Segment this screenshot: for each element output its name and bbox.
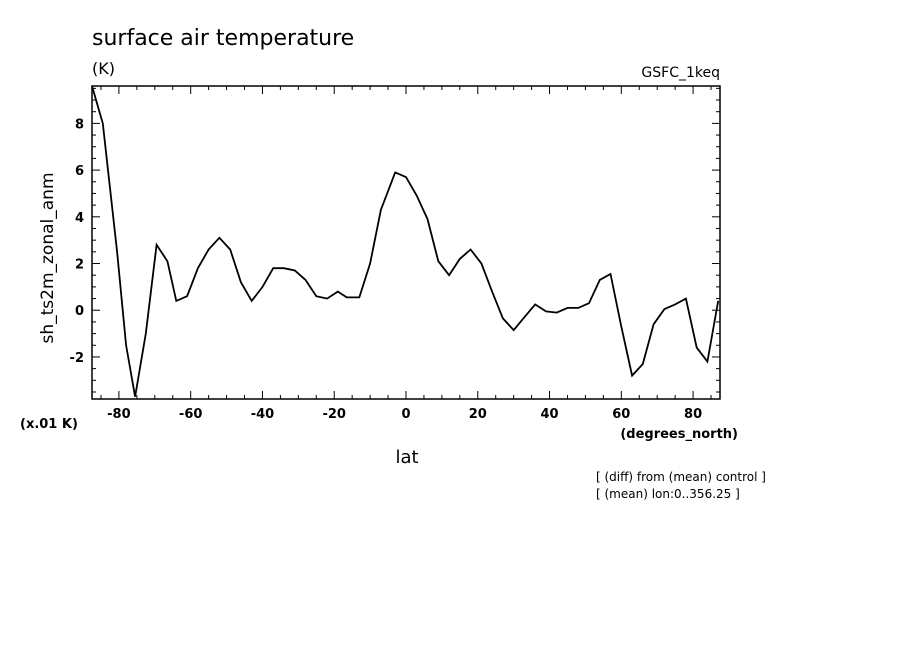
- x-tick-label: 0: [401, 407, 410, 422]
- x-units-label: (degrees_north): [620, 427, 738, 442]
- x-tick-label: -40: [251, 407, 275, 422]
- series-line: [91, 85, 720, 397]
- plot-frame: [91, 85, 721, 400]
- y-tick-label: 4: [75, 211, 84, 226]
- y-tick-label: 8: [75, 117, 84, 132]
- y-tick-label: 0: [75, 304, 84, 319]
- axis-ticks: [92, 86, 720, 399]
- x-tick-label: -60: [179, 407, 203, 422]
- x-tick-label: 60: [612, 407, 630, 422]
- units-label: (K): [92, 59, 115, 78]
- y-tick-label: 2: [75, 258, 84, 273]
- note-line-1: [ (diff) from (mean) control ]: [596, 470, 766, 484]
- chart-title: surface air temperature: [92, 26, 354, 51]
- y-axis-label: sh_ts2m_zonal_anm: [38, 172, 58, 343]
- note-line-2: [ (mean) lon:0..356.25 ]: [596, 487, 740, 501]
- y-tick-label: 6: [75, 164, 84, 179]
- y-tick-label: -2: [70, 351, 84, 366]
- x-tick-label: 20: [469, 407, 487, 422]
- x-tick-label: -80: [107, 407, 131, 422]
- x-tick-label: 80: [684, 407, 702, 422]
- y-tick-labels: -2 0 2 4 6 8: [70, 117, 84, 366]
- x-axis-label: lat: [395, 447, 418, 468]
- x-tick-label: 40: [540, 407, 558, 422]
- model-label: GSFC_1keq: [641, 65, 720, 81]
- x-tick-labels: -80 -60 -40 -20 0 20 40 60 80: [107, 407, 702, 422]
- y-scale-note: (x.01 K): [20, 417, 78, 432]
- x-tick-label: -20: [322, 407, 346, 422]
